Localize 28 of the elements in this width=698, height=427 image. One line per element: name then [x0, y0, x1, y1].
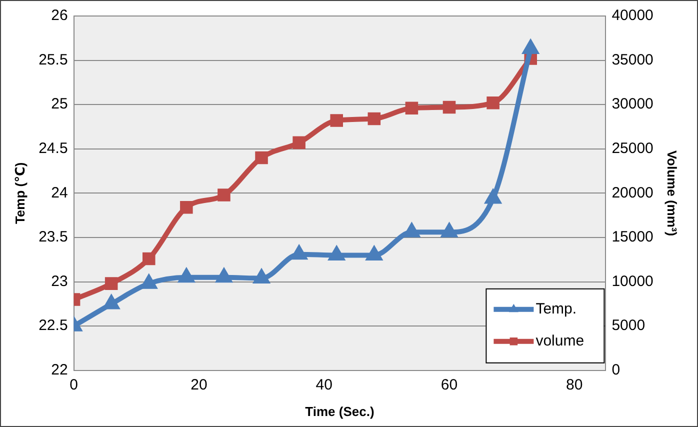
y2-tick-label: 40000 [612, 7, 654, 24]
legend-label: Temp. [536, 300, 577, 318]
y-tick-label: 25.5 [38, 51, 68, 68]
y2-tick-label: 20000 [612, 184, 654, 202]
y-tick-label: 22 [51, 362, 68, 379]
x-tick-label: 0 [70, 376, 78, 394]
x-tick-label: 20 [190, 376, 208, 394]
x-tick-label: 60 [440, 376, 458, 394]
y-tick-label: 24.5 [38, 140, 68, 158]
y2-tick-label: 5000 [612, 317, 646, 334]
y2-tick-label: 0 [612, 362, 620, 379]
x-axis-title: Time (Sec.) [305, 404, 374, 419]
y-tick-label: 23 [51, 272, 68, 290]
y2-tick-label: 30000 [612, 96, 654, 113]
x-tick-label: 40 [316, 376, 332, 394]
y-tick-label: 24 [51, 184, 68, 202]
legend-label: volume [536, 332, 584, 350]
y2-tick-label: 15000 [612, 228, 654, 246]
x-tick-label: 80 [566, 376, 583, 394]
y-tick-label: 22.5 [38, 317, 68, 334]
y2-tick-label: 25000 [612, 140, 654, 158]
y-tick-label: 23.5 [38, 228, 68, 246]
y2-tick-label: 10000 [612, 272, 654, 290]
y-axis-title: Temp (℃) [12, 162, 28, 224]
y2-tick-label: 35000 [612, 51, 654, 68]
y2-axis-title: Volume (mm³) [664, 150, 680, 236]
y-tick-label: 25 [51, 96, 68, 113]
y-tick-label: 26 [51, 7, 68, 24]
